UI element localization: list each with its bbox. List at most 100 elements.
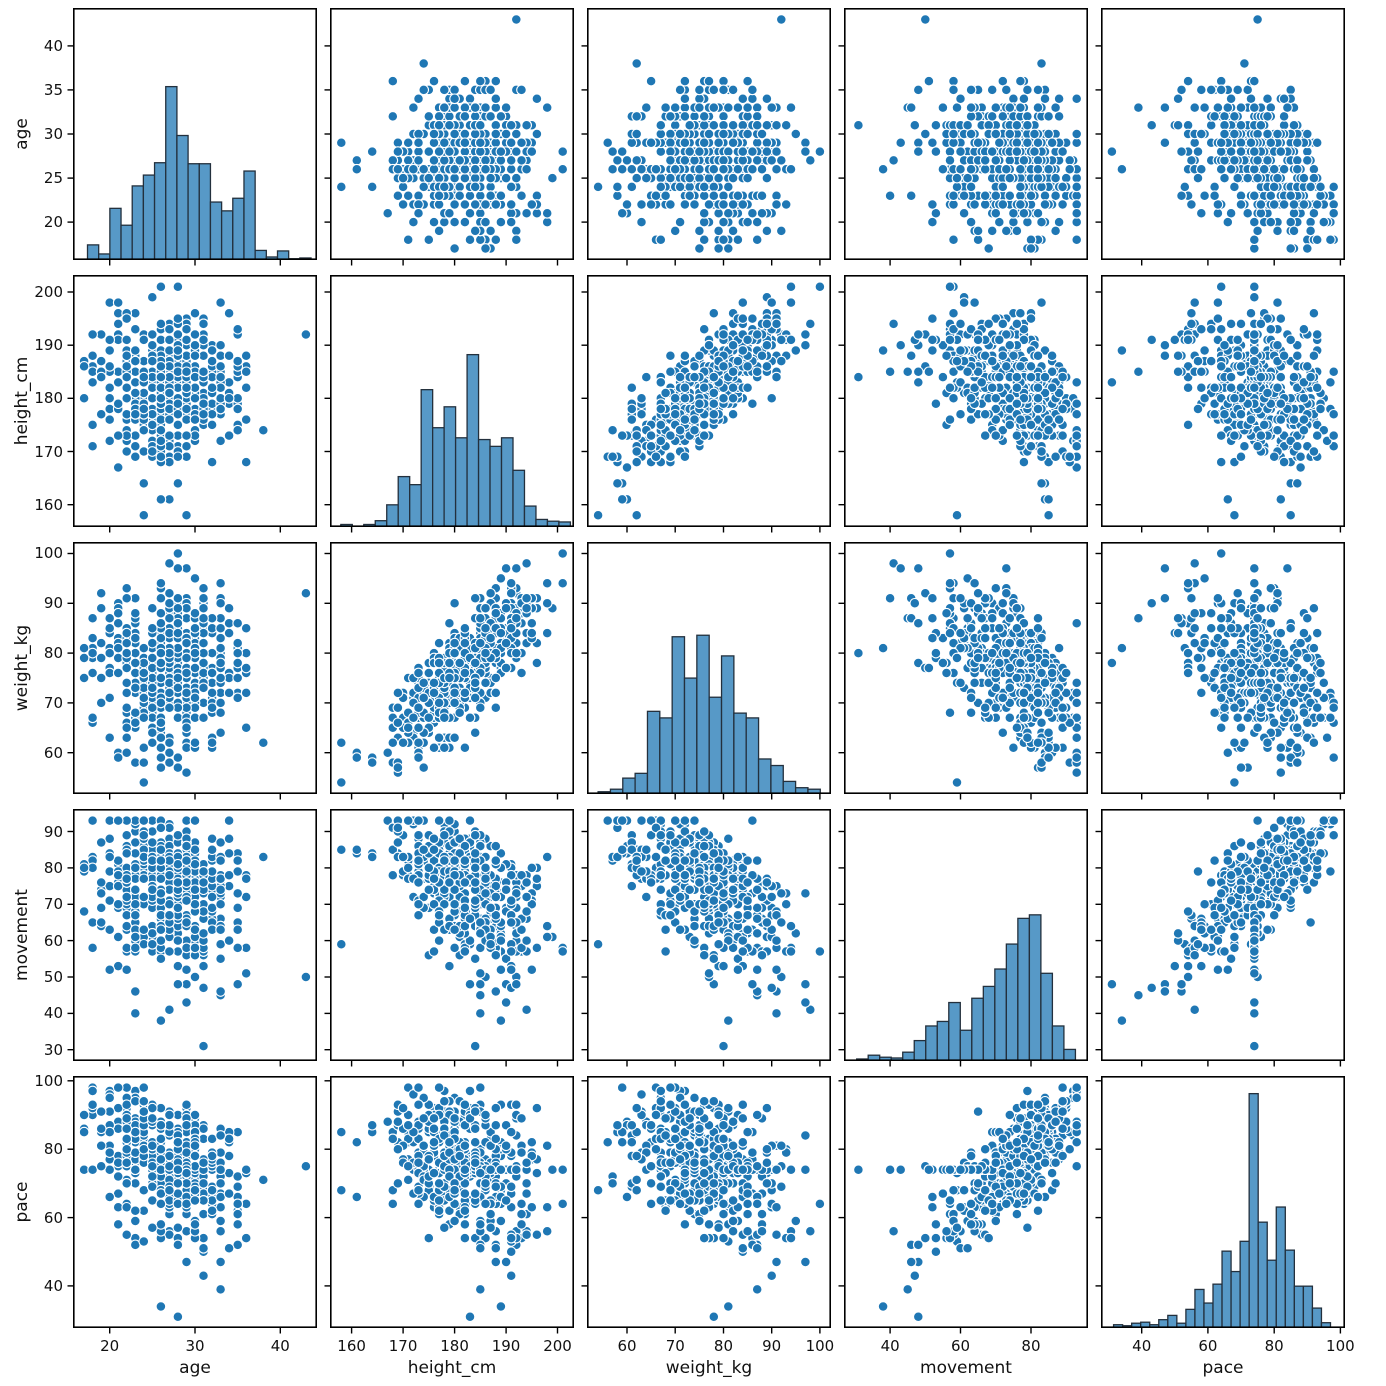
scatter-panel-pace-vs-height_cm: [324, 1076, 574, 1334]
x-tick-label: 60: [1198, 1337, 1218, 1355]
y-tick-label: 40: [43, 1004, 63, 1023]
y-tick-label: 70: [43, 693, 63, 712]
y-tick-label: 180: [34, 389, 63, 408]
scatter-panel-height_cm-vs-movement: [838, 275, 1088, 533]
histogram-bars-pace: [1112, 1092, 1332, 1328]
y-tick-label: 190: [34, 336, 63, 355]
scatter-points: [335, 548, 569, 788]
y-tick-label: 40: [43, 1276, 63, 1295]
x-axis-label-age: age: [179, 1358, 211, 1378]
histogram-bars-movement: [856, 914, 1077, 1061]
y-tick-label: 60: [43, 743, 63, 762]
x-tick-label: 30: [185, 1337, 205, 1355]
scatter-panel-movement-vs-age: [67, 809, 317, 1067]
scatter-panel-pace-vs-weight_kg: [581, 1076, 831, 1334]
scatter-panel-weight_kg-vs-height_cm: [324, 542, 574, 800]
y-tick-label: 80: [43, 644, 63, 663]
scatter-panel-height_cm-vs-age: [67, 275, 317, 533]
x-axis-label-pace: pace: [1202, 1358, 1244, 1378]
histogram-panel-movement: [838, 809, 1088, 1067]
scatter-panel-age-vs-height_cm: [324, 8, 574, 266]
y-tick-label: 160: [34, 495, 63, 514]
y-axis-label-height_cm: height_cm: [12, 356, 32, 446]
scatter-panel-movement-vs-pace: [1095, 809, 1345, 1067]
scatter-points: [1106, 14, 1340, 254]
y-tick-label: 20: [43, 213, 63, 232]
y-tick-label: 100: [34, 544, 63, 563]
y-axis-label-pace: pace: [12, 1181, 32, 1223]
scatter-panel-weight_kg-vs-pace: [1095, 542, 1345, 800]
y-tick-label: 30: [43, 125, 63, 143]
histogram-panel-weight_kg: [581, 542, 831, 800]
scatter-points: [853, 548, 1083, 788]
scatter-panel-age-vs-weight_kg: [581, 8, 831, 266]
scatter-panel-height_cm-vs-weight_kg: [581, 275, 831, 533]
histogram-bars-height_cm: [340, 353, 572, 527]
scatter-panel-movement-vs-height_cm: [324, 809, 574, 1067]
scatter-panel-movement-vs-weight_kg: [581, 809, 831, 1067]
scatter-points: [592, 815, 826, 1052]
x-tick-label: 70: [665, 1337, 685, 1355]
y-tick-label: 80: [43, 1140, 63, 1159]
x-tick-label: 200: [543, 1337, 572, 1355]
y-tick-label: 25: [43, 169, 63, 188]
scatter-panel-age-vs-pace: [1095, 8, 1345, 266]
x-tick-label: 80: [1021, 1337, 1041, 1355]
scatter-points: [1106, 281, 1340, 521]
scatter-points: [78, 1082, 312, 1323]
x-axis-label-height_cm: height_cm: [407, 1358, 497, 1378]
y-tick-label: 100: [34, 1071, 63, 1090]
scatter-points: [853, 14, 1083, 254]
scatter-panel-pace-vs-movement: [838, 1076, 1088, 1334]
y-tick-label: 40: [43, 36, 63, 55]
scatter-panel-age-vs-movement: [838, 8, 1088, 266]
x-tick-label: 80: [713, 1337, 733, 1355]
histogram-panel-pace: [1095, 1076, 1345, 1334]
histogram-panel-age: [67, 8, 317, 266]
x-tick-label: 40: [880, 1337, 900, 1355]
y-tick-label: 200: [34, 283, 63, 301]
histogram-bars-age: [86, 85, 312, 260]
x-tick-label: 40: [1132, 1337, 1152, 1355]
scatter-panel-pace-vs-age: [67, 1076, 317, 1334]
y-tick-label: 80: [43, 858, 63, 877]
scatter-panel-weight_kg-vs-age: [67, 542, 317, 800]
scatter-panel-height_cm-vs-pace: [1095, 275, 1345, 533]
x-tick-label: 60: [617, 1337, 637, 1355]
x-tick-label: 190: [491, 1337, 521, 1355]
histogram-bars-weight_kg: [597, 634, 821, 794]
scatter-points: [335, 815, 569, 1052]
y-axis-label-age: age: [12, 118, 32, 150]
y-axis-label-movement: movement: [12, 889, 32, 981]
scatter-points: [853, 281, 1083, 521]
y-tick-label: 30: [43, 1040, 63, 1059]
scatter-points: [592, 1082, 826, 1323]
y-tick-label: 70: [43, 895, 63, 914]
x-tick-label: 90: [762, 1337, 782, 1355]
x-tick-label: 100: [1326, 1337, 1355, 1355]
x-tick-label: 170: [388, 1337, 418, 1355]
x-tick-label: 180: [440, 1337, 469, 1355]
x-axis-label-movement: movement: [920, 1358, 1012, 1378]
x-tick-label: 160: [337, 1337, 366, 1355]
y-tick-label: 90: [43, 822, 63, 841]
y-tick-label: 60: [43, 931, 63, 950]
x-tick-label: 60: [950, 1337, 971, 1355]
x-tick-label: 20: [100, 1337, 120, 1355]
scatter-points: [78, 281, 312, 521]
scatter-points: [335, 14, 569, 254]
scatter-panel-weight_kg-vs-movement: [838, 542, 1088, 800]
x-tick-label: 40: [270, 1337, 290, 1355]
scatter-points: [592, 281, 826, 521]
scatter-points: [78, 815, 312, 1052]
histogram-panel-height_cm: [324, 275, 574, 533]
y-axis-label-weight_kg: weight_kg: [12, 624, 32, 712]
scatter-points: [853, 1082, 1083, 1323]
x-tick-label: 80: [1264, 1337, 1284, 1355]
scatter-points: [335, 1082, 569, 1323]
x-tick-label: 100: [805, 1337, 835, 1355]
y-tick-label: 50: [43, 968, 63, 986]
scatter-points: [1106, 548, 1340, 788]
y-tick-label: 35: [43, 80, 63, 99]
